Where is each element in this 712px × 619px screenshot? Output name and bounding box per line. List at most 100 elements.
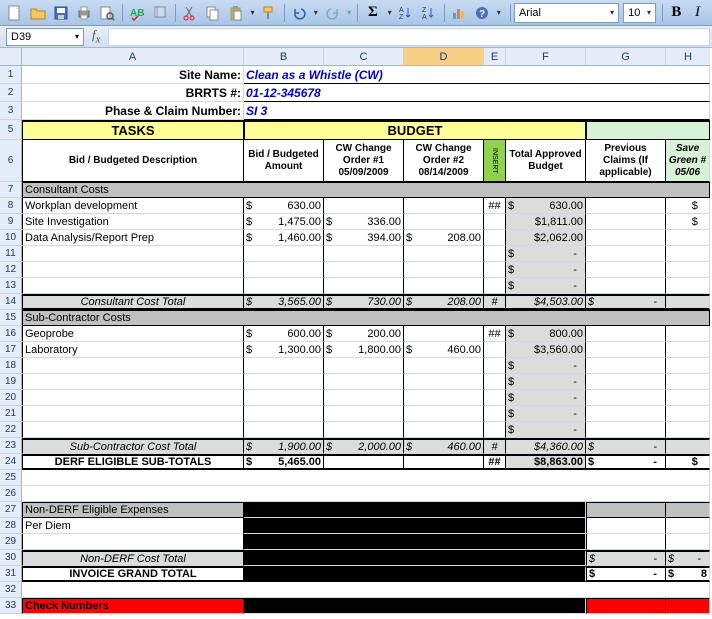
- new-icon[interactable]: [5, 2, 26, 24]
- cell[interactable]: $1,475.00: [244, 214, 324, 230]
- row-header[interactable]: 5: [0, 120, 22, 140]
- cell[interactable]: [666, 358, 710, 374]
- cell[interactable]: $460.00: [404, 342, 484, 358]
- cell[interactable]: $-: [506, 358, 586, 374]
- formula-input[interactable]: [108, 28, 710, 46]
- row-header[interactable]: 7: [0, 182, 22, 198]
- cell[interactable]: $1,900.00: [244, 438, 324, 454]
- font-name-select[interactable]: Arial▾: [514, 3, 619, 23]
- cell[interactable]: [244, 246, 324, 262]
- cell[interactable]: $1,800.00: [324, 342, 404, 358]
- row-header[interactable]: 23: [0, 438, 22, 454]
- col-header[interactable]: G: [586, 48, 666, 66]
- name-box[interactable]: D39▾: [6, 28, 84, 46]
- cell[interactable]: [324, 422, 404, 438]
- row-header[interactable]: 30: [0, 550, 22, 566]
- fx-icon[interactable]: fx: [92, 27, 100, 46]
- cell[interactable]: [244, 390, 324, 406]
- cell[interactable]: $336.00: [324, 214, 404, 230]
- cell[interactable]: [484, 262, 506, 278]
- perdiem-label[interactable]: Per Diem: [22, 518, 244, 534]
- cell[interactable]: [22, 534, 244, 550]
- cell[interactable]: #: [484, 438, 506, 454]
- cell[interactable]: [244, 262, 324, 278]
- cell[interactable]: ##: [484, 326, 506, 342]
- autosum-icon[interactable]: Σ: [362, 2, 383, 24]
- cell[interactable]: [586, 246, 666, 262]
- cell[interactable]: [484, 374, 506, 390]
- row-header[interactable]: 17: [0, 342, 22, 358]
- cell[interactable]: [586, 278, 666, 294]
- cell[interactable]: [586, 262, 666, 278]
- cell[interactable]: [586, 502, 666, 518]
- row-header[interactable]: 9: [0, 214, 22, 230]
- cell[interactable]: $600.00: [244, 326, 324, 342]
- bold-button[interactable]: B: [667, 2, 686, 24]
- cell[interactable]: [484, 278, 506, 294]
- row-header[interactable]: 15: [0, 310, 22, 326]
- cell[interactable]: [22, 406, 244, 422]
- cell[interactable]: [586, 230, 666, 246]
- cell[interactable]: $2,000.00: [324, 438, 404, 454]
- print-icon[interactable]: [74, 2, 95, 24]
- cell[interactable]: [666, 294, 710, 310]
- cell[interactable]: [586, 534, 666, 550]
- cell[interactable]: Geoprobe: [22, 326, 244, 342]
- cell[interactable]: Site Investigation: [22, 214, 244, 230]
- chart-icon[interactable]: [449, 2, 470, 24]
- cell[interactable]: [324, 262, 404, 278]
- cell[interactable]: $-: [586, 438, 666, 454]
- row-header[interactable]: 24: [0, 454, 22, 470]
- row-header[interactable]: 6: [0, 140, 22, 182]
- cell[interactable]: [404, 358, 484, 374]
- cell[interactable]: [324, 406, 404, 422]
- paste-icon[interactable]: [225, 2, 246, 24]
- cell[interactable]: [586, 374, 666, 390]
- autosum-dropdown-icon[interactable]: ▾: [384, 8, 394, 17]
- cell[interactable]: [404, 262, 484, 278]
- sort-desc-icon[interactable]: ZA: [419, 2, 440, 24]
- cell[interactable]: $-: [506, 390, 586, 406]
- cell[interactable]: [324, 198, 404, 214]
- cell[interactable]: [324, 374, 404, 390]
- cell[interactable]: [666, 326, 710, 342]
- cell[interactable]: [244, 374, 324, 390]
- italic-button[interactable]: I: [688, 2, 707, 24]
- cell[interactable]: [22, 470, 710, 486]
- cell[interactable]: [586, 518, 666, 534]
- cell[interactable]: $1,460.00: [244, 230, 324, 246]
- cell[interactable]: $-: [506, 422, 586, 438]
- row-header[interactable]: 21: [0, 406, 22, 422]
- brrts-value[interactable]: 01-12-345678: [244, 84, 710, 102]
- row-header[interactable]: 20: [0, 390, 22, 406]
- cell[interactable]: [404, 374, 484, 390]
- cell[interactable]: [666, 406, 710, 422]
- cell[interactable]: [324, 390, 404, 406]
- cell[interactable]: [22, 374, 244, 390]
- cell[interactable]: [404, 198, 484, 214]
- cell[interactable]: [404, 406, 484, 422]
- cell[interactable]: [484, 422, 506, 438]
- cell[interactable]: [666, 534, 710, 550]
- row-header[interactable]: 22: [0, 422, 22, 438]
- cell[interactable]: [324, 246, 404, 262]
- select-all-corner[interactable]: [0, 48, 22, 66]
- cell[interactable]: [484, 230, 506, 246]
- cell[interactable]: [324, 454, 404, 470]
- cell[interactable]: [324, 358, 404, 374]
- cell[interactable]: $1,811.00: [506, 214, 586, 230]
- cell[interactable]: [404, 246, 484, 262]
- col-header[interactable]: F: [506, 48, 586, 66]
- undo-icon[interactable]: [289, 2, 310, 24]
- cell[interactable]: $3,560.00: [506, 342, 586, 358]
- cell[interactable]: [404, 390, 484, 406]
- row-header[interactable]: 32: [0, 582, 22, 598]
- cell[interactable]: [666, 342, 710, 358]
- row-header[interactable]: 28: [0, 518, 22, 534]
- cell[interactable]: Workplan development: [22, 198, 244, 214]
- cell[interactable]: $8,863.00: [506, 454, 586, 470]
- row-header[interactable]: 27: [0, 502, 22, 518]
- cell[interactable]: [484, 342, 506, 358]
- col-header[interactable]: B: [244, 48, 324, 66]
- cell[interactable]: [404, 278, 484, 294]
